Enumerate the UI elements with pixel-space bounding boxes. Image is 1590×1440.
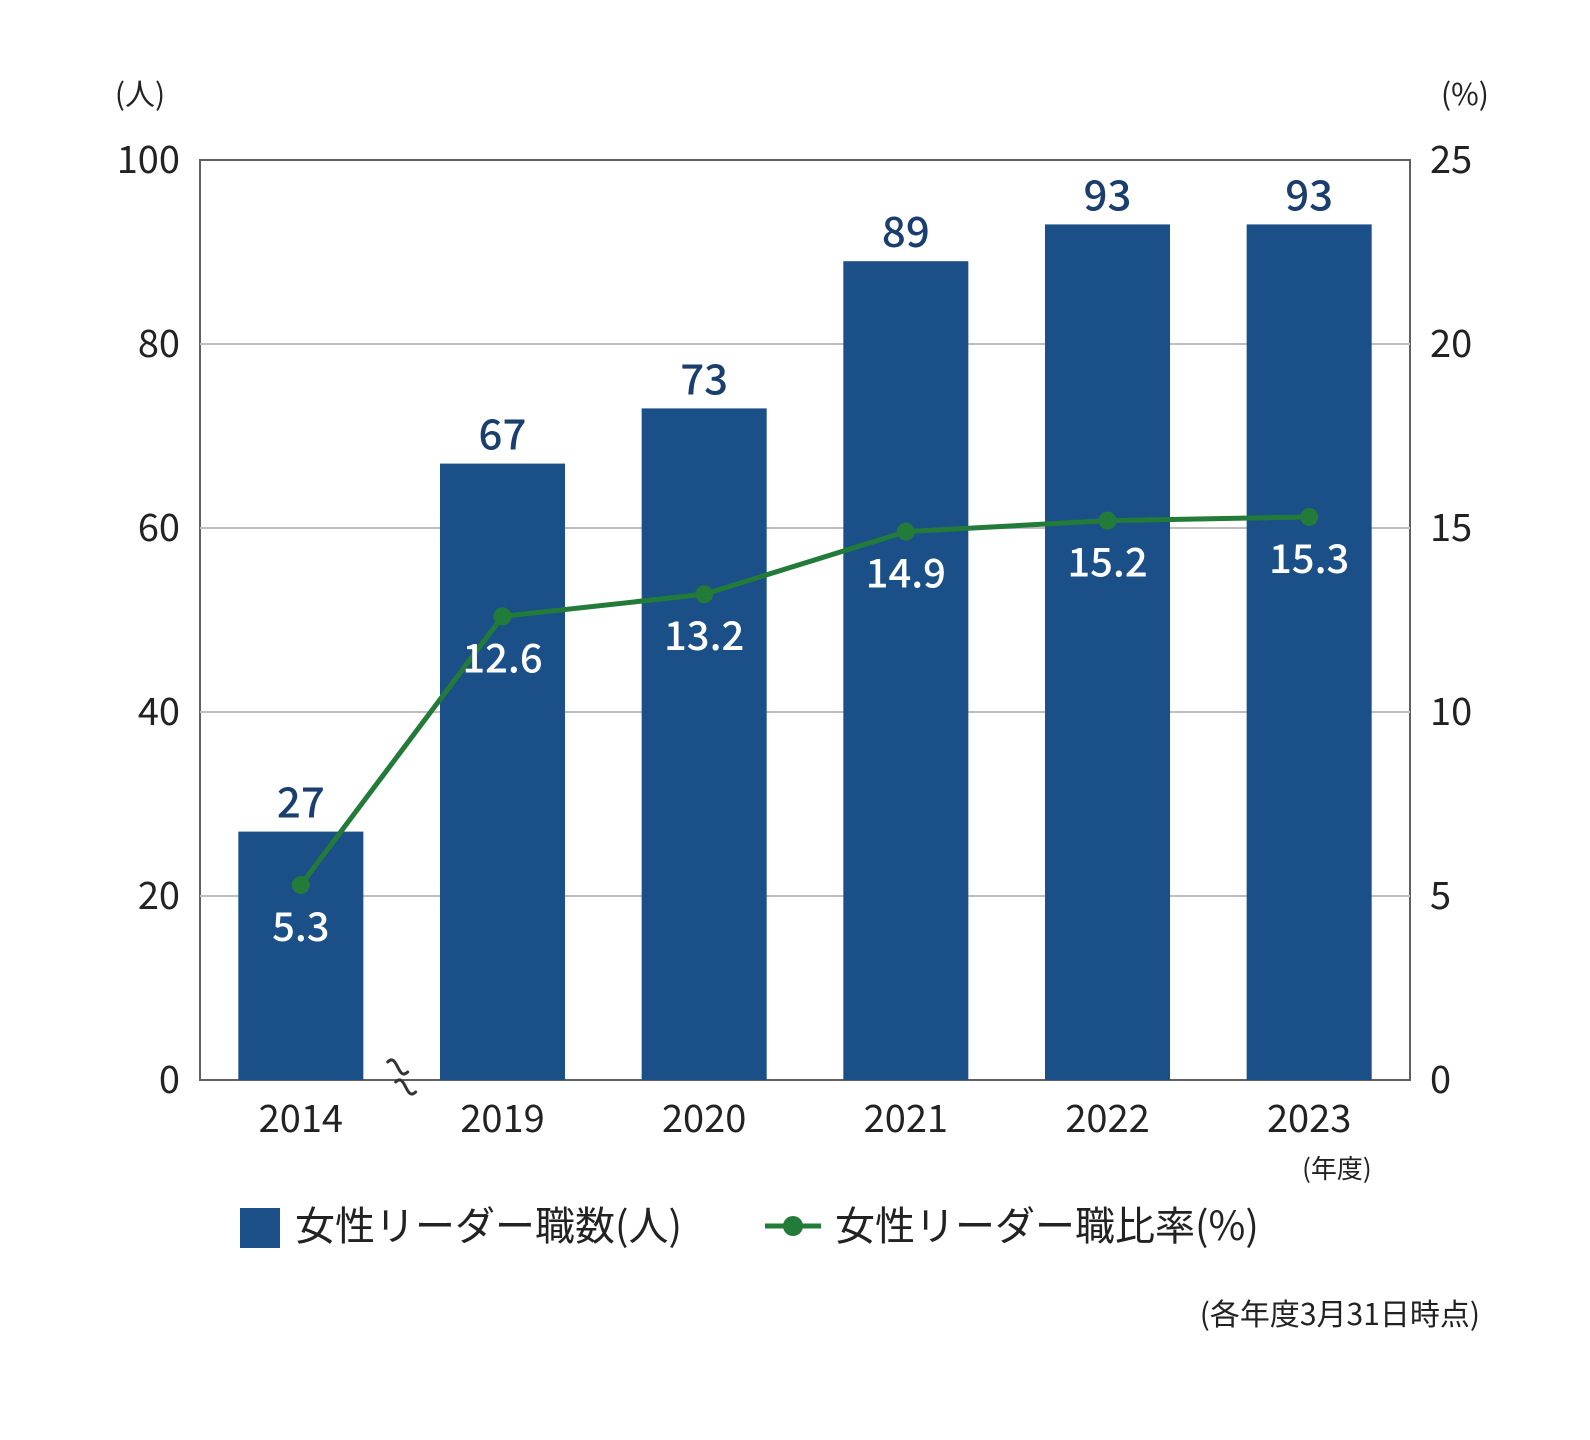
ytick-right: 15 (1430, 497, 1472, 552)
chart-footnote: (各年度3月31日時点) (1200, 1290, 1480, 1334)
x-category: 2021 (864, 1088, 948, 1143)
legend-swatch-marker (783, 1216, 803, 1236)
legend-label: 女性リーダー職比率(%) (835, 1194, 1259, 1252)
line-value: 15.2 (1067, 531, 1147, 589)
legend-swatch-bar (240, 1208, 280, 1248)
bar (642, 408, 767, 1080)
line-marker (1301, 509, 1317, 525)
line-marker (495, 608, 511, 624)
x-category: 2020 (662, 1088, 746, 1143)
legend-label: 女性リーダー職数(人) (295, 1194, 682, 1252)
ytick-left: 20 (138, 865, 180, 920)
line-marker (898, 524, 914, 540)
ytick-left: 80 (138, 313, 180, 368)
line-value: 12.6 (462, 626, 542, 684)
line-marker (293, 877, 309, 893)
line-marker (1100, 513, 1116, 529)
x-category: 2014 (259, 1088, 343, 1143)
bar-value: 73 (680, 346, 728, 407)
bar (843, 261, 968, 1080)
chart-svg: 0 20 40 60 80 100 0 5 10 15 20 25 (人) (%) 27 67 73 89 93 93… (40, 40, 1550, 1400)
bar-value: 27 (277, 770, 325, 831)
bar (1045, 224, 1170, 1080)
bar-value: 67 (479, 402, 527, 463)
bar (440, 464, 565, 1080)
x-axis-unit: (年度) (1302, 1149, 1372, 1186)
ytick-right: 25 (1430, 129, 1472, 184)
line-value: 15.3 (1269, 527, 1349, 585)
ytick-left: 40 (138, 681, 180, 736)
right-axis-unit: (%) (1441, 70, 1489, 114)
bar (238, 832, 363, 1080)
ytick-right: 5 (1430, 865, 1451, 920)
x-category: 2023 (1267, 1088, 1351, 1143)
plot-area (200, 160, 1410, 1080)
chart-container: 0 20 40 60 80 100 0 5 10 15 20 25 (人) (%) 27 67 73 89 93 93… (40, 40, 1550, 1400)
line-value: 5.3 (272, 895, 330, 953)
ytick-left: 0 (159, 1049, 180, 1104)
ytick-right: 0 (1430, 1049, 1451, 1104)
line-marker (696, 586, 712, 602)
ytick-right: 10 (1430, 681, 1472, 736)
ytick-left: 60 (138, 497, 180, 552)
x-category: 2022 (1065, 1088, 1149, 1143)
x-category: 2019 (460, 1088, 544, 1143)
bar-value: 93 (1285, 162, 1333, 223)
ytick-right: 20 (1430, 313, 1472, 368)
line-value: 13.2 (664, 604, 744, 662)
bar-value: 93 (1084, 162, 1132, 223)
bar-value: 89 (882, 199, 930, 260)
bar (1247, 224, 1372, 1080)
left-axis-unit: (人) (115, 70, 165, 114)
ytick-left: 100 (117, 129, 180, 184)
line-value: 14.9 (866, 542, 946, 600)
